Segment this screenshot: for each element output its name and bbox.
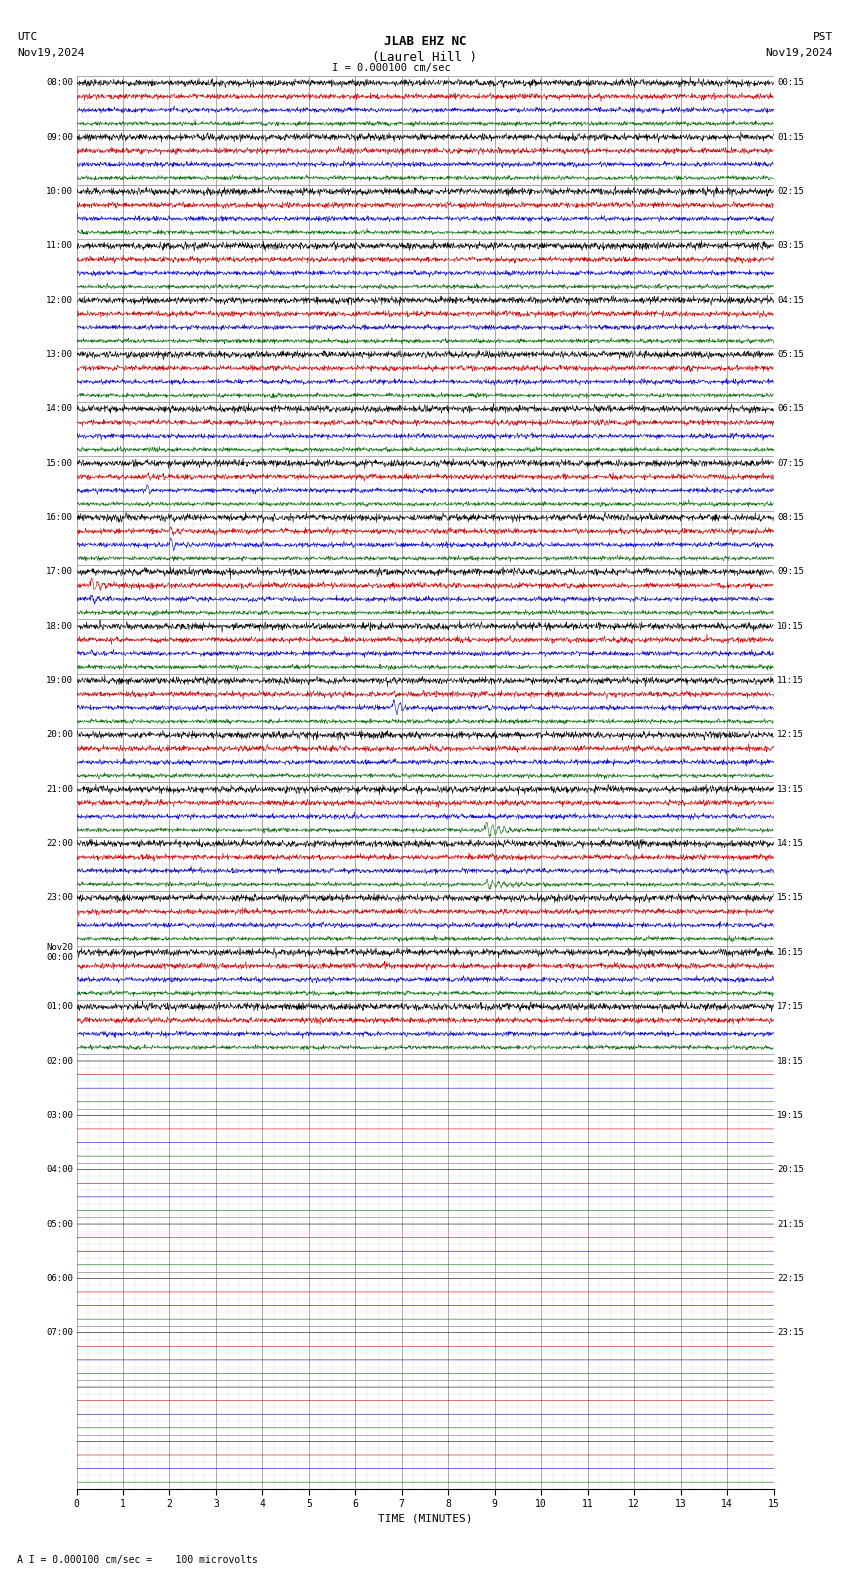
Text: 17:00: 17:00 <box>46 567 73 577</box>
Text: 08:00: 08:00 <box>46 78 73 87</box>
Text: 05:15: 05:15 <box>777 350 804 360</box>
Text: UTC: UTC <box>17 32 37 41</box>
Text: 04:00: 04:00 <box>46 1166 73 1174</box>
Text: 00:15: 00:15 <box>777 78 804 87</box>
Text: Nov19,2024: Nov19,2024 <box>17 48 84 57</box>
Text: 16:15: 16:15 <box>777 947 804 957</box>
Text: 19:00: 19:00 <box>46 676 73 686</box>
Text: 22:15: 22:15 <box>777 1274 804 1283</box>
Text: (Laurel Hill ): (Laurel Hill ) <box>372 51 478 63</box>
Text: 15:15: 15:15 <box>777 893 804 903</box>
X-axis label: TIME (MINUTES): TIME (MINUTES) <box>377 1514 473 1524</box>
Text: 20:00: 20:00 <box>46 730 73 740</box>
Text: 11:15: 11:15 <box>777 676 804 686</box>
Text: 09:00: 09:00 <box>46 133 73 141</box>
Text: 22:00: 22:00 <box>46 840 73 847</box>
Text: 02:00: 02:00 <box>46 1057 73 1066</box>
Text: 21:15: 21:15 <box>777 1220 804 1229</box>
Text: 23:15: 23:15 <box>777 1329 804 1337</box>
Text: 12:15: 12:15 <box>777 730 804 740</box>
Text: 07:15: 07:15 <box>777 459 804 467</box>
Text: 23:00: 23:00 <box>46 893 73 903</box>
Text: PST: PST <box>813 32 833 41</box>
Text: 05:00: 05:00 <box>46 1220 73 1229</box>
Text: 21:00: 21:00 <box>46 784 73 794</box>
Text: 03:00: 03:00 <box>46 1110 73 1120</box>
Text: JLAB EHZ NC: JLAB EHZ NC <box>383 35 467 48</box>
Text: 09:15: 09:15 <box>777 567 804 577</box>
Text: 07:00: 07:00 <box>46 1329 73 1337</box>
Text: A I = 0.000100 cm/sec =    100 microvolts: A I = 0.000100 cm/sec = 100 microvolts <box>17 1555 258 1565</box>
Text: 18:15: 18:15 <box>777 1057 804 1066</box>
Text: 19:15: 19:15 <box>777 1110 804 1120</box>
Text: I = 0.000100 cm/sec: I = 0.000100 cm/sec <box>332 63 450 73</box>
Text: 18:00: 18:00 <box>46 623 73 630</box>
Text: 15:00: 15:00 <box>46 459 73 467</box>
Text: 13:00: 13:00 <box>46 350 73 360</box>
Text: 01:15: 01:15 <box>777 133 804 141</box>
Text: 04:15: 04:15 <box>777 296 804 304</box>
Text: 08:15: 08:15 <box>777 513 804 523</box>
Text: 01:00: 01:00 <box>46 1003 73 1011</box>
Text: 10:00: 10:00 <box>46 187 73 196</box>
Text: 11:00: 11:00 <box>46 241 73 250</box>
Text: 03:15: 03:15 <box>777 241 804 250</box>
Text: 14:15: 14:15 <box>777 840 804 847</box>
Text: Nov19,2024: Nov19,2024 <box>766 48 833 57</box>
Text: 14:00: 14:00 <box>46 404 73 413</box>
Text: 10:15: 10:15 <box>777 623 804 630</box>
Text: Nov20
00:00: Nov20 00:00 <box>46 942 73 961</box>
Text: 02:15: 02:15 <box>777 187 804 196</box>
Text: 20:15: 20:15 <box>777 1166 804 1174</box>
Text: 16:00: 16:00 <box>46 513 73 523</box>
Text: 06:15: 06:15 <box>777 404 804 413</box>
Text: 12:00: 12:00 <box>46 296 73 304</box>
Text: 06:00: 06:00 <box>46 1274 73 1283</box>
Text: 13:15: 13:15 <box>777 784 804 794</box>
Text: 17:15: 17:15 <box>777 1003 804 1011</box>
